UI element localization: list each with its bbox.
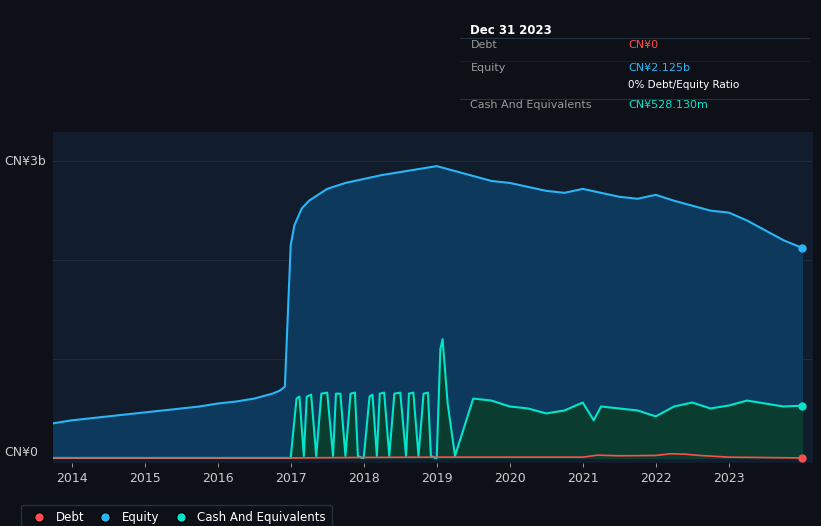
Text: CN¥3b: CN¥3b <box>4 155 46 168</box>
Text: CN¥0: CN¥0 <box>628 41 658 50</box>
Text: CN¥0: CN¥0 <box>4 447 38 459</box>
Legend: Debt, Equity, Cash And Equivalents: Debt, Equity, Cash And Equivalents <box>21 505 332 526</box>
Text: Cash And Equivalents: Cash And Equivalents <box>470 100 592 110</box>
Text: Equity: Equity <box>470 63 506 73</box>
Text: 0% Debt/Equity Ratio: 0% Debt/Equity Ratio <box>628 80 739 90</box>
Text: CN¥2.125b: CN¥2.125b <box>628 63 690 73</box>
Text: Dec 31 2023: Dec 31 2023 <box>470 24 553 36</box>
Text: CN¥528.130m: CN¥528.130m <box>628 100 708 110</box>
Text: Debt: Debt <box>470 41 498 50</box>
